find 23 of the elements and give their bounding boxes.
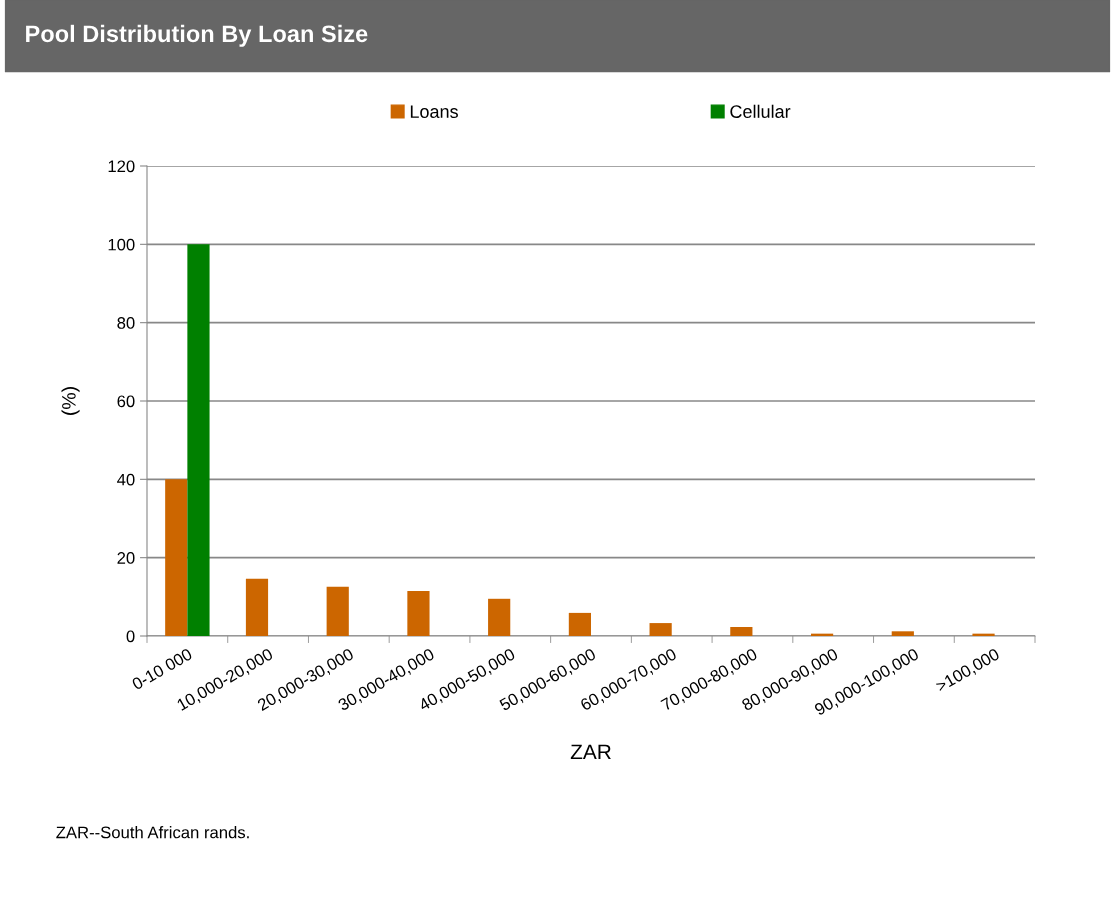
bar xyxy=(407,590,430,636)
y-tick-label: 120 xyxy=(108,160,135,173)
bar xyxy=(326,586,349,636)
y-tick-label: 80 xyxy=(117,317,135,329)
y-axis-title: (%) xyxy=(61,387,80,415)
y-tick-label: 20 xyxy=(117,552,135,564)
text: ZAR--South African rands. xyxy=(56,826,249,839)
y-tick-label: 0 xyxy=(126,630,135,643)
bar xyxy=(165,479,188,636)
legend-label: Loans xyxy=(410,105,458,118)
bar xyxy=(568,612,591,636)
legend-label: Cellular xyxy=(730,104,791,118)
y-tick-label: 40 xyxy=(117,473,135,486)
bar xyxy=(891,631,914,636)
bar xyxy=(245,578,269,636)
chart-title: Pool Distribution By Loan Size xyxy=(26,24,368,47)
bar xyxy=(488,598,511,636)
bar xyxy=(187,244,210,636)
x-axis-title: ZAR xyxy=(570,744,611,760)
y-tick-label: 60 xyxy=(117,395,135,408)
bar xyxy=(730,626,753,636)
bar xyxy=(649,623,672,636)
y-tick-label: 100 xyxy=(108,238,135,251)
